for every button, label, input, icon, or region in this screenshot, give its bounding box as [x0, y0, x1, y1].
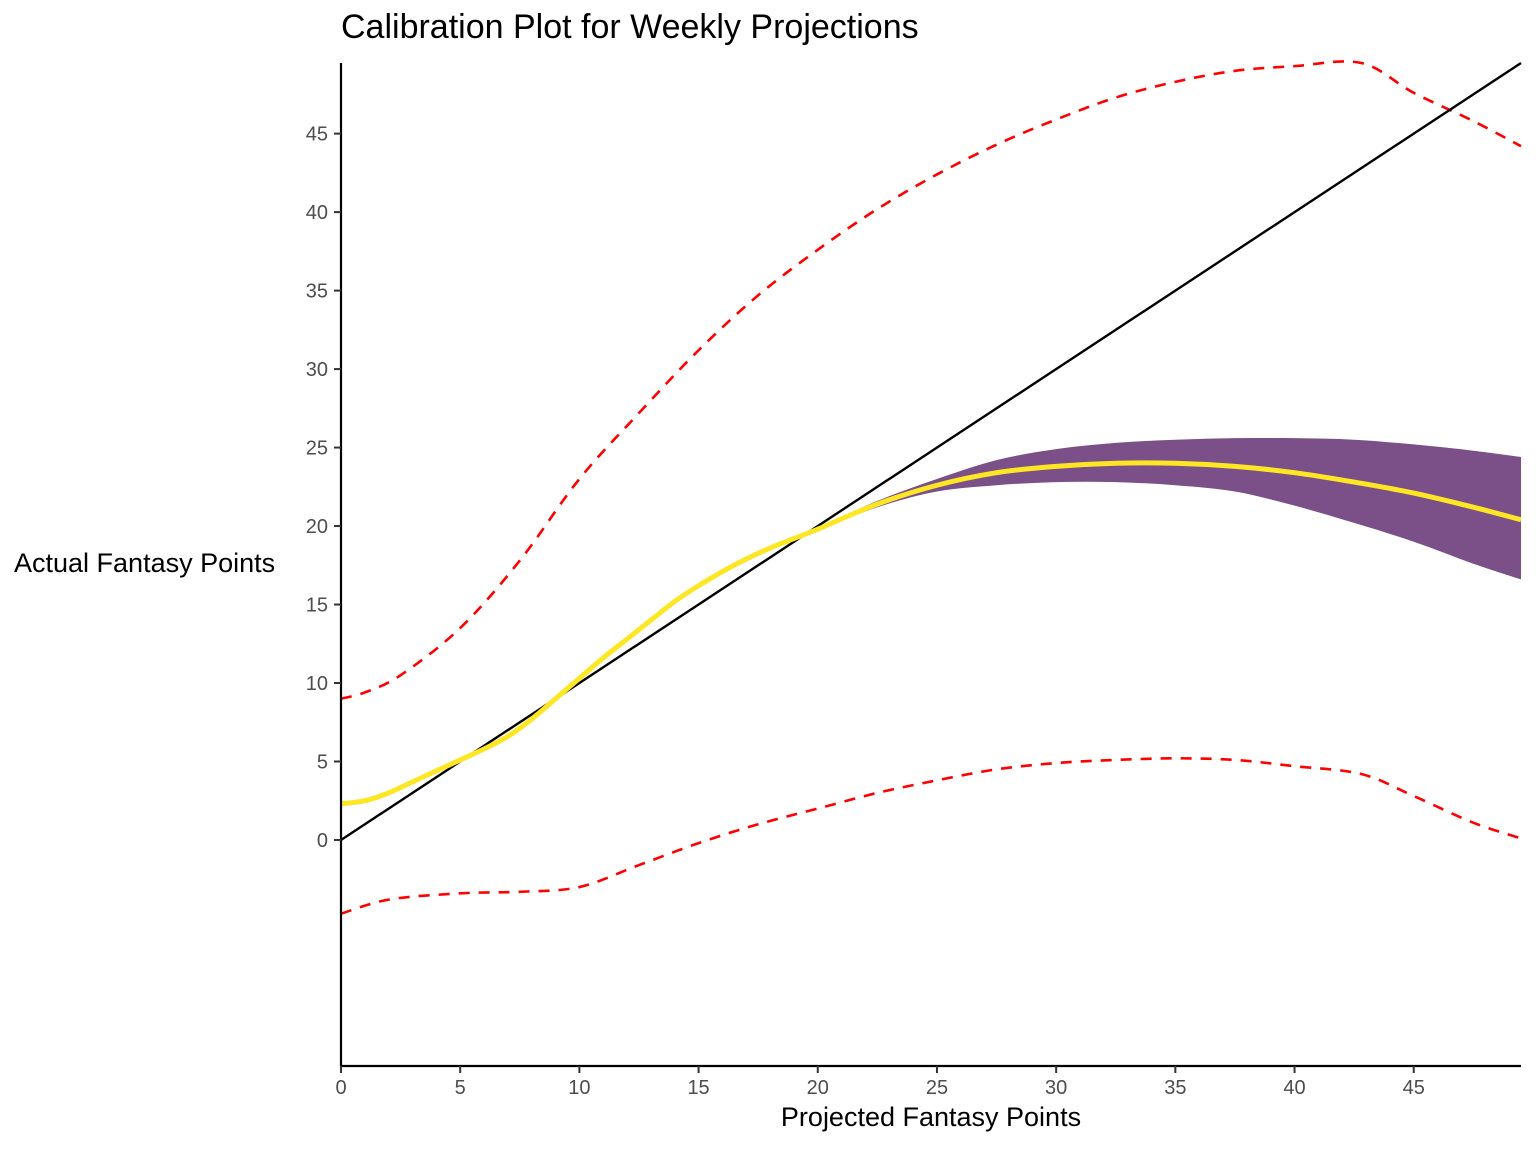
x-tick-label: 5: [455, 1077, 466, 1099]
y-tick-label: 15: [306, 595, 328, 617]
x-tick-label: 30: [1045, 1077, 1067, 1099]
y-tick-label: 45: [306, 124, 328, 146]
lower-prediction-interval-line: [340, 757, 1522, 915]
x-tick-label: 20: [807, 1077, 829, 1099]
calibration-curve: [340, 460, 1522, 807]
axes-layer: 0 5 10 15 20 25 30 35 40 45 0 5 10 15 20 25 30 35 40 45: [306, 63, 1521, 1099]
y-tick-label: 30: [306, 359, 328, 381]
x-tick-label: 40: [1283, 1077, 1305, 1099]
y-tick-label: 40: [306, 202, 328, 224]
upper-prediction-interval-line: [340, 60, 1522, 700]
y-tick-label: 25: [306, 438, 328, 460]
series-layer: [340, 60, 1522, 915]
x-tick-label: 10: [568, 1077, 590, 1099]
confidence-band: [770, 437, 1521, 580]
identity-line: [340, 61, 1522, 841]
y-tick-label: 10: [306, 673, 328, 695]
y-tick-label: 35: [306, 281, 328, 303]
chart-title: Calibration Plot for Weekly Projections: [341, 8, 919, 46]
x-tick-label: 25: [926, 1077, 948, 1099]
x-tick-label: 45: [1403, 1077, 1425, 1099]
y-axis-title: Actual Fantasy Points: [14, 548, 276, 578]
y-tick-label: 0: [317, 830, 328, 852]
y-tick-label: 5: [317, 751, 328, 773]
x-axis-title: Projected Fantasy Points: [780, 1102, 1082, 1132]
x-tick-label: 15: [687, 1077, 709, 1099]
x-tick-label: 35: [1164, 1077, 1186, 1099]
x-tick-label: 0: [335, 1077, 346, 1099]
confidence-band-layer: [770, 437, 1521, 580]
y-tick-label: 20: [306, 516, 328, 538]
